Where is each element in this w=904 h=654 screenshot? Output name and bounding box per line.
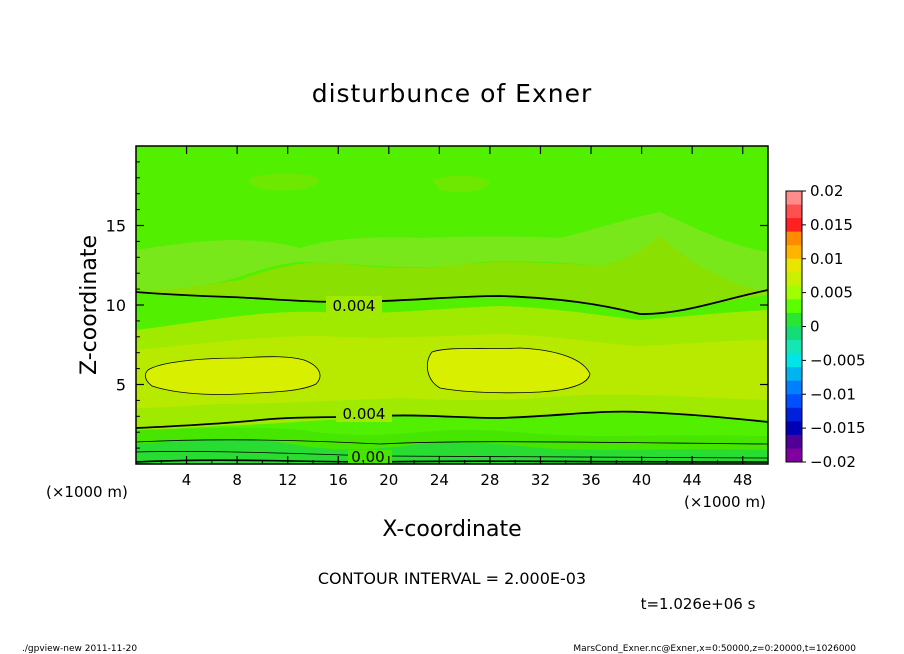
x-axis-title: X-coordinate: [382, 517, 521, 542]
colorbar-label: −0.02: [810, 453, 856, 471]
x-tick-label: 16: [329, 471, 348, 489]
top-puff-left: [248, 173, 319, 191]
colorbar-label: −0.01: [810, 385, 856, 403]
colorbar-swatch: [786, 340, 802, 355]
colorbar-swatch: [786, 448, 802, 463]
contour-lower: [135, 410, 769, 429]
contour-label-bg-lower: [336, 404, 392, 422]
contour-label-bg-zero: [348, 450, 392, 464]
colorbar-swatch: [786, 312, 802, 327]
y-tick-label: 10: [106, 296, 126, 315]
colorbar-swatch: [786, 245, 802, 260]
colorbar-label: 0.015: [810, 216, 853, 234]
colorbar-label: 0.02: [810, 182, 843, 200]
colorbar-swatch: [786, 367, 802, 382]
x-tick-label: 4: [182, 471, 192, 489]
x-unit-right-label: (×1000 m): [684, 493, 766, 511]
colorbar-swatch: [786, 353, 802, 368]
contour-label-bg-upper: [326, 296, 382, 314]
contour-ground-thin: [135, 451, 769, 459]
footer-right: MarsCond_Exner.nc@Exner,x=0:50000,z=0:20…: [573, 644, 856, 654]
colorbar-swatch: [786, 407, 802, 422]
y-axis-title: Z-coordinate: [77, 235, 102, 375]
contour-upper: [135, 289, 769, 315]
x-tick-label: 48: [733, 471, 752, 489]
contour-near-ground-thin: [135, 439, 769, 445]
high-blob-right: [426, 347, 591, 394]
colorbar-swatch: [786, 272, 802, 287]
x-tick-label: 28: [480, 471, 499, 489]
x-tick-label: 40: [632, 471, 651, 489]
colorbar-label: −0.015: [810, 419, 866, 437]
colorbar-swatch: [786, 421, 802, 436]
x-tick-label: 12: [278, 471, 297, 489]
colorbar-swatch: [786, 394, 802, 409]
ground-band: [136, 439, 768, 464]
plot-area: 0.004 0.004 0.00: [135, 145, 769, 466]
chart-title: disturbunce of Exner: [312, 79, 593, 108]
y-tick-label: 15: [106, 217, 126, 236]
x-tick-label: 36: [581, 471, 600, 489]
colorbar-label: 0.01: [810, 250, 843, 268]
colorbar-label: 0.005: [810, 284, 853, 302]
x-tick-label: 44: [683, 471, 702, 489]
contour-label-zero: 0.00: [351, 448, 384, 466]
colorbar-swatch: [786, 299, 802, 314]
colorbar-label: 0: [810, 318, 820, 336]
colorbar: 0.02 0.015 0.01 0.005 0 −0.005 −0.01 −0.015 −0.0…: [785, 182, 866, 471]
x-tick-label: 8: [232, 471, 242, 489]
upper-mid-band: [136, 212, 768, 292]
contour-zero: [135, 459, 769, 463]
x-axis-ticks: 4 8 12 16 20 24 28 32 36 40 44 48: [160, 146, 752, 489]
x-tick-label: 24: [430, 471, 449, 489]
contour-label-upper: 0.004: [333, 297, 376, 315]
time-label: t=1.026e+06 s: [641, 595, 756, 613]
contour-interval-label: CONTOUR INTERVAL = 2.000E-03: [318, 569, 586, 588]
colorbar-swatch: [786, 380, 802, 395]
colorbar-label: −0.005: [810, 351, 866, 369]
x-unit-left-label: (×1000 m): [46, 483, 128, 501]
colorbar-swatch: [786, 434, 802, 449]
upper-band: [136, 230, 768, 315]
x-tick-label: 20: [379, 471, 398, 489]
contour-label-lower: 0.004: [343, 405, 386, 423]
y-axis-ticks: 5 10 15: [106, 161, 768, 449]
colorbar-swatch: [786, 258, 802, 273]
colorbar-swatch: [786, 191, 802, 206]
colorbar-swatch: [786, 204, 802, 219]
colorbar-swatch: [786, 326, 802, 341]
footer-left: ./gpview-new 2011-11-20: [22, 644, 137, 654]
top-puff-right: [432, 175, 490, 192]
x-tick-label: 32: [531, 471, 550, 489]
high-blob-left: [144, 356, 321, 395]
colorbar-swatch: [786, 218, 802, 233]
colorbar-swatch: [786, 285, 802, 300]
y-tick-label: 5: [116, 376, 126, 395]
colorbar-swatch: [786, 231, 802, 246]
